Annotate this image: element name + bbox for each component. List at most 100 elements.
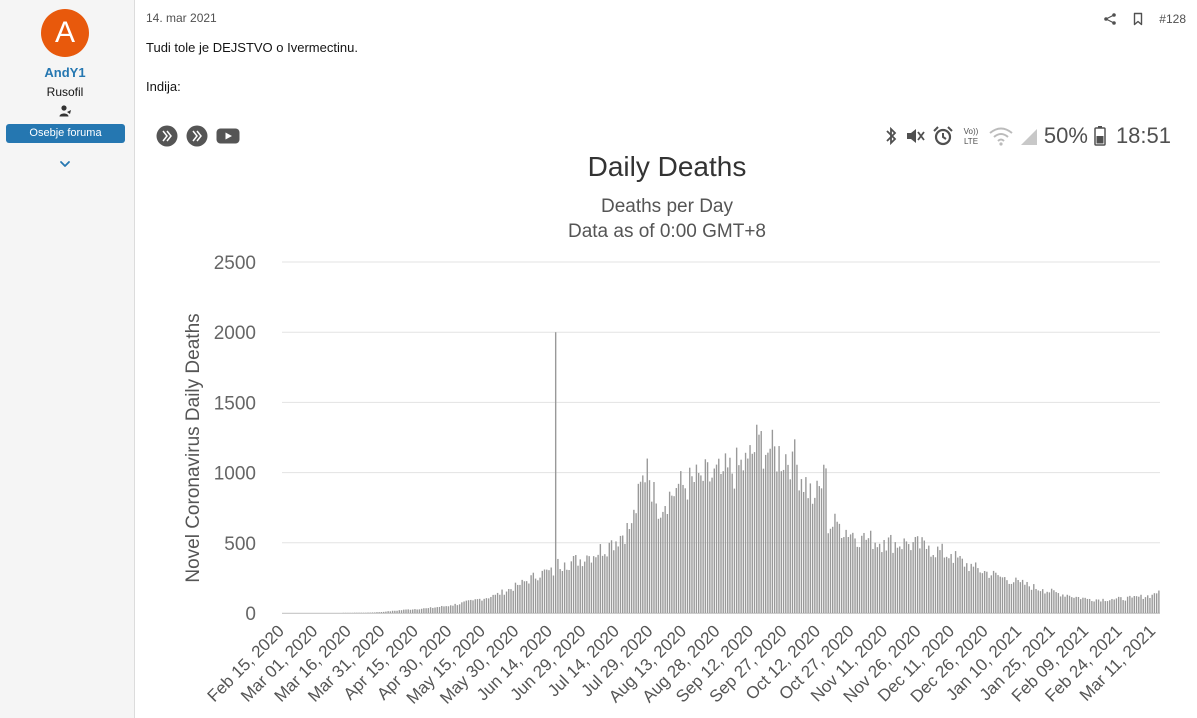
chart-bar [380,612,383,613]
chart-bar [499,594,501,613]
chart-bar [628,529,631,613]
chart-bar [713,468,715,613]
chart-bar [597,554,599,613]
share-icon[interactable] [1103,12,1117,26]
chart-bar [539,577,541,613]
chart-bar [1046,591,1048,613]
bluetooth-icon [886,126,897,146]
chart-bar [785,454,787,613]
chart-bar [646,458,648,613]
chart-bar [702,480,704,613]
chart-bar [854,538,856,613]
embedded-screenshot[interactable]: Vo)) LTE 50% 18:51 Daily Deaths Deat [146,112,1186,718]
chart-bar [1064,596,1066,613]
chart-bar [608,542,610,613]
chart-bar [512,590,514,613]
chart-bar [1155,593,1158,613]
chart-bar [832,526,834,613]
chart-bar [843,537,845,613]
chart-bar [454,603,456,613]
chart-bar [429,607,432,613]
chart-bar [883,539,885,613]
chart-bar [382,611,385,613]
chart-bar [1055,592,1057,613]
chart-bar [945,556,948,613]
chart-bar [1037,590,1039,613]
chart-bar [412,609,414,613]
chart-bar [561,571,564,613]
chart-bar [479,598,481,613]
chart-bar [376,612,378,613]
chart-bar [749,445,751,613]
chart-bar [472,600,474,613]
wifi-icon [989,127,1013,146]
chart-bar [847,537,850,613]
post-date[interactable]: 14. mar 2021 [146,11,217,25]
chart-bar [1138,596,1140,613]
chart-bar [387,611,389,613]
chart-bar [671,495,673,613]
app-notification-icon [156,125,178,147]
chart-bar [1028,586,1030,613]
chart-bar [776,471,778,613]
chart-bar [662,511,664,613]
chart-bar [427,608,430,613]
chart-bar [983,571,986,613]
chart-bar [1073,597,1075,613]
chart-bar [731,473,733,613]
chart-bar [680,471,682,613]
chart-bar [729,457,731,613]
avatar[interactable]: A [41,9,89,57]
chart-bar [639,481,642,613]
chart-bar [686,499,689,613]
chart-bar [570,561,573,613]
chart-bar [525,581,528,613]
chart-title: Daily Deaths [588,151,747,182]
chart-bar [369,612,371,614]
chart-bar [389,611,392,613]
chart-bar [957,557,959,613]
youtube-icon [216,128,240,144]
chart-subtitle: Deaths per Day [601,196,734,217]
chart-bar [758,434,760,613]
chart-bar [771,429,774,613]
chart-bar [856,546,858,613]
bookmark-icon[interactable] [1131,12,1145,26]
chart-bar [1088,598,1091,613]
chart-bar [378,612,380,613]
chart-bar [452,605,454,613]
y-tick-label: 2000 [214,323,256,344]
post-text-line: Tudi tole je DEJSTVO o Ivermectinu. [146,40,358,55]
chart-bar [1151,594,1153,613]
chart-bar [1124,600,1127,613]
chart-bar [724,453,727,613]
chart-bar [590,562,593,613]
chart-bar [425,608,427,613]
chart-bar [845,529,847,613]
chevron-down-icon[interactable] [57,156,73,172]
chart-bar [921,537,923,613]
chart-bar [490,596,492,613]
chart-bar [514,582,517,613]
chart-bar [492,594,494,613]
chart-bar [1097,599,1100,613]
post-number-link[interactable]: #128 [1159,12,1186,26]
chart-bar [995,572,997,613]
chart-bar [744,452,747,613]
chart-bar [899,546,901,613]
user-staff-icon [59,105,71,117]
chart-bar [1035,588,1037,613]
chart-bar [1026,581,1028,613]
chart-bar [814,497,816,613]
chart-bar [905,541,908,613]
chart-bar [1019,582,1022,613]
chart-bar [572,556,575,613]
chart-bar [400,610,403,613]
chart-bar [548,570,550,613]
chart-bar [385,611,387,613]
chart-bar [798,490,800,613]
chart-bar [756,424,758,613]
username-link[interactable]: AndY1 [44,65,86,80]
chart-bar [836,521,838,613]
chart-bar [997,575,999,613]
